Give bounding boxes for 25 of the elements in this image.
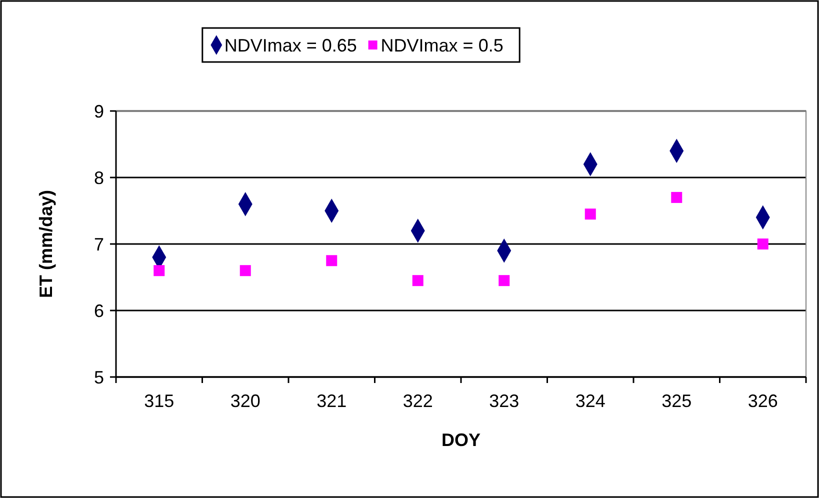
y-axis-title: ET (mm/day) bbox=[36, 190, 56, 298]
point bbox=[326, 255, 338, 266]
y-tick-label: 7 bbox=[94, 234, 104, 254]
x-tick-label: 323 bbox=[489, 391, 520, 411]
x-tick-label: 322 bbox=[402, 391, 433, 411]
x-tick-label: 321 bbox=[316, 391, 347, 411]
y-tick-label: 5 bbox=[94, 367, 104, 388]
x-tick-label: 326 bbox=[748, 391, 778, 411]
x-tick-label: 325 bbox=[662, 391, 692, 411]
point bbox=[671, 192, 682, 203]
x-tick-label: 320 bbox=[230, 391, 260, 411]
x-axis-title: DOY bbox=[441, 430, 481, 450]
point bbox=[240, 265, 251, 276]
point bbox=[757, 238, 768, 250]
y-tick-label: 9 bbox=[94, 101, 104, 122]
point bbox=[412, 275, 424, 286]
point bbox=[154, 265, 165, 276]
x-tick-label: 324 bbox=[575, 391, 606, 411]
x-tick-label: 315 bbox=[144, 391, 174, 411]
y-tick-label: 8 bbox=[94, 168, 104, 188]
legend-label: NDVImax = 0.5 bbox=[380, 35, 504, 56]
point bbox=[584, 208, 596, 220]
legend-label: NDVImax = 0.65 bbox=[224, 35, 357, 56]
point bbox=[498, 275, 510, 286]
y-tick-label: 6 bbox=[94, 300, 104, 321]
